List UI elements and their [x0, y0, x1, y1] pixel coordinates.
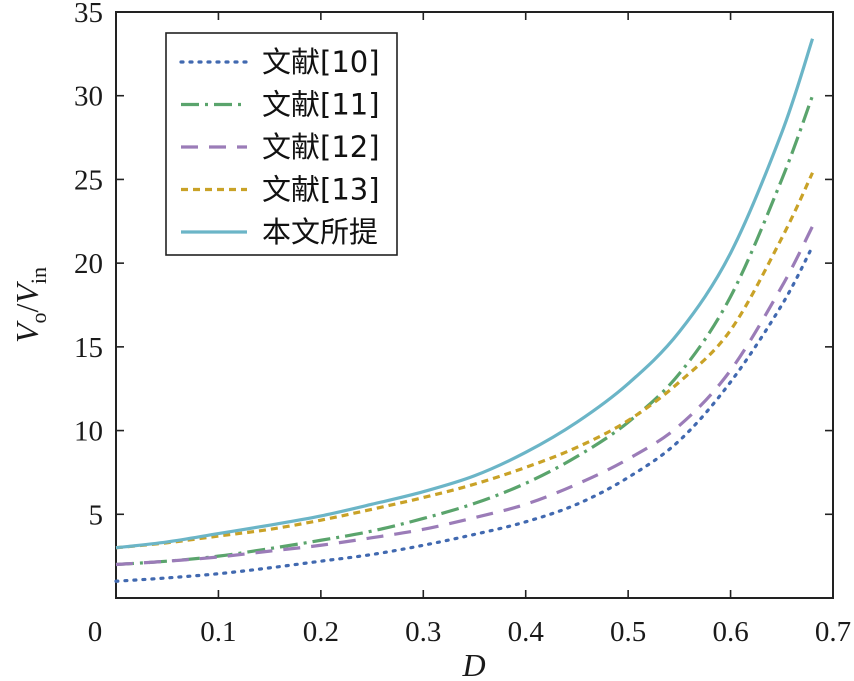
x-tick-label: 0.3 — [405, 616, 441, 648]
x-axis-title: D — [461, 647, 485, 681]
series-line-5 — [115, 38, 815, 550]
svg-text:Vo/Vin: Vo/Vin — [9, 267, 51, 343]
y-tick-label: 5 — [89, 499, 104, 531]
y-tick-label: 30 — [74, 81, 103, 113]
y-tick-label: 35 — [74, 0, 103, 29]
legend: 文献[10] 文献[11] 文献[12] 文献[13] 本文所提 — [165, 32, 398, 256]
legend-label-1: 文献[10] — [262, 45, 380, 79]
plot-area-frame — [115, 11, 834, 599]
y-tick-label: 25 — [74, 164, 103, 196]
series-lines — [114, 38, 815, 583]
y-tick-label: 15 — [74, 332, 103, 364]
x-tick-label: 0.1 — [200, 616, 236, 648]
x-tick-label: 0 — [88, 616, 103, 648]
y-axis-title-sub-o: o — [26, 313, 51, 324]
y-axis-title-v1: V — [9, 320, 45, 343]
x-axis-ticks: 0 0.1 0.2 0.3 0.4 0.5 0.6 0.7 — [88, 12, 851, 648]
series-line-3 — [115, 225, 814, 567]
x-tick-label: 0.6 — [712, 616, 748, 648]
x-tick-label: 0.5 — [610, 616, 646, 648]
y-axis-title-sub-in: in — [26, 267, 51, 284]
y-axis-ticks: 5 10 15 20 25 30 35 — [74, 0, 833, 531]
legend-box — [165, 32, 398, 256]
x-tick-label: 0.2 — [303, 616, 339, 648]
legend-label-4: 文献[13] — [262, 173, 380, 207]
series-line-4 — [115, 172, 814, 550]
legend-label-2: 文献[11] — [262, 88, 380, 122]
y-tick-label: 20 — [74, 248, 103, 280]
y-axis-title: Vo/Vin — [9, 267, 51, 343]
legend-label-3: 文献[12] — [262, 130, 380, 164]
series-line-2 — [115, 95, 815, 567]
x-tick-label: 0.7 — [815, 616, 851, 648]
legend-label-5: 本文所提 — [262, 215, 378, 249]
x-tick-label: 0.4 — [508, 616, 545, 648]
series-line-1 — [114, 244, 815, 583]
y-axis-title-slash: / — [9, 304, 45, 313]
y-tick-label: 10 — [74, 416, 103, 448]
y-axis-title-v2: V — [9, 281, 45, 304]
